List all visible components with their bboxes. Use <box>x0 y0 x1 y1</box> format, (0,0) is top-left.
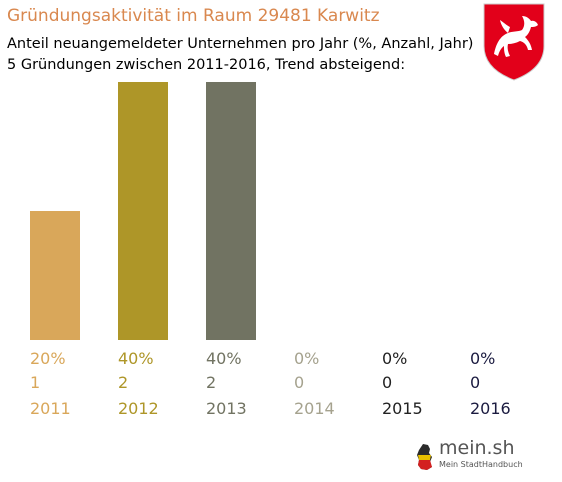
chart-subtitle-line2: 5 Gründungen zwischen 2011-2016, Trend a… <box>7 57 406 73</box>
percent-label-2013: 40% <box>206 349 242 368</box>
percent-label-2014: 0% <box>294 349 319 368</box>
chart-title: Gründungsaktivität im Raum 29481 Karwitz <box>7 6 380 26</box>
count-label-2012: 2 <box>118 373 128 392</box>
logo-tagline: Mein StadtHandbuch <box>439 460 523 469</box>
count-label-2011: 1 <box>30 373 40 392</box>
percent-label-2012: 40% <box>118 349 154 368</box>
percent-label-2011: 20% <box>30 349 66 368</box>
year-label-2014: 2014 <box>294 399 335 418</box>
lower-saxony-horse-crest-icon <box>483 3 545 81</box>
bar-2013 <box>206 82 256 340</box>
year-label-2012: 2012 <box>118 399 159 418</box>
mein-sh-logo: mein.sh Mein StadtHandbuch <box>415 437 535 477</box>
count-label-2015: 0 <box>382 373 392 392</box>
bar-2012 <box>118 82 168 340</box>
percent-label-2016: 0% <box>470 349 495 368</box>
chart-subtitle-line1: Anteil neuangemeldeter Unternehmen pro J… <box>7 36 474 52</box>
count-label-2016: 0 <box>470 373 480 392</box>
year-label-2013: 2013 <box>206 399 247 418</box>
year-label-2015: 2015 <box>382 399 423 418</box>
count-label-2014: 0 <box>294 373 304 392</box>
year-label-2011: 2011 <box>30 399 71 418</box>
year-label-2016: 2016 <box>470 399 511 418</box>
germany-map-icon <box>417 444 432 470</box>
percent-label-2015: 0% <box>382 349 407 368</box>
count-label-2013: 2 <box>206 373 216 392</box>
logo-name: mein.sh <box>439 437 515 459</box>
bar-2011 <box>30 211 80 340</box>
